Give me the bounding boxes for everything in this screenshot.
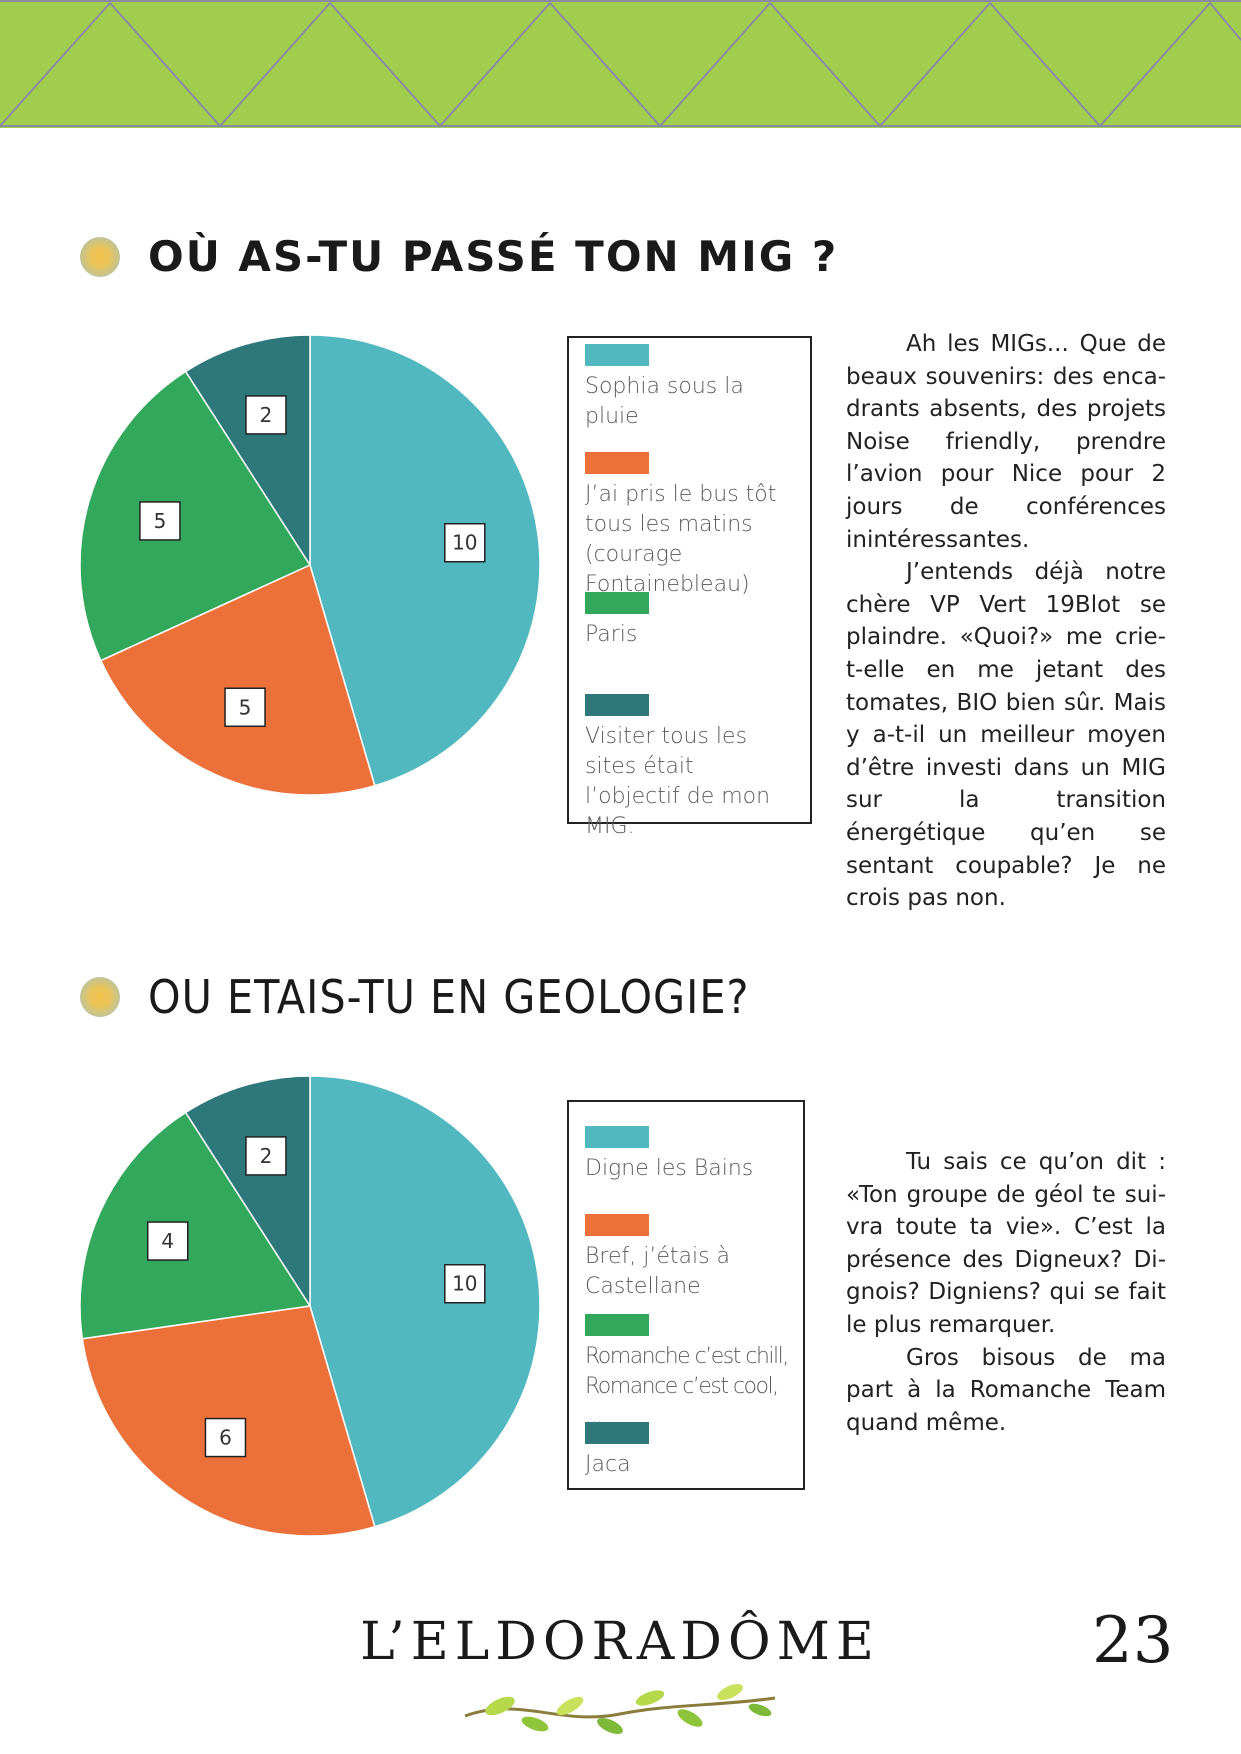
legend-item: Visiter tous les sites était l’objectif … [585,694,795,842]
data-label: 10 [444,522,486,563]
data-label: 6 [204,1417,247,1458]
svg-text:4: 4 [161,1229,174,1253]
svg-text:2: 2 [260,1144,273,1168]
legend-item: Sophia sous la pluie [585,344,795,432]
pie-slice [79,1111,312,1340]
svg-text:2: 2 [260,403,273,427]
data-label: 5 [224,687,266,728]
legend-label: Bref, j’étais à Castellane [585,1244,731,1299]
pie-slice [79,370,312,662]
svg-text:10: 10 [452,1272,477,1296]
legend-item: Digne les Bains [585,1126,795,1184]
svg-text:10: 10 [452,531,477,555]
pie-slice [184,334,311,568]
legend-swatch [585,1422,649,1444]
pie-slice [309,1075,541,1528]
data-label: 4 [146,1221,189,1261]
section2-text: Tu sais ce qu’on dit : «Ton groupe de gé… [846,1146,1166,1439]
data-label: 2 [245,1136,287,1176]
legend-label: Paris [585,622,638,647]
legend-item: Jaca [585,1422,795,1480]
bullet-icon [80,977,120,1017]
svg-text:5: 5 [154,509,167,533]
data-label: 2 [245,395,287,435]
page-number: 23 [1092,1604,1174,1678]
legend-swatch [585,1126,649,1148]
paragraph: Gros bisous de ma part à la Romanche Tea… [846,1344,1166,1436]
legend-label: Visiter tous les sites était l’objectif … [585,724,771,839]
section1-title: OÙ AS-TU PASSÉ TON MIG ? [148,232,839,281]
pie-slice [184,1075,311,1309]
paragraph: J’entends déjà notre chère VP Vert 19Blo… [846,559,1166,912]
legend-label: Romanche c’est chill, Romance c’est cool… [585,1344,789,1429]
vine-decoration-icon [464,1683,776,1735]
legend-swatch [585,1214,649,1236]
legend-label: Sophia sous la pluie [585,374,744,429]
pie-slice [99,563,376,796]
pie-slice [309,334,541,787]
bullet-icon [80,236,120,277]
legend-swatch [585,592,649,614]
section1-text: Ah les MIGs... Que de beaux souvenirs: d… [846,328,1166,915]
section2-heading: OU ETAIS-TU EN GEOLOGIE? [80,970,749,1024]
legend-geologie: Digne les Bains Bref, j’étais à Castella… [567,1100,805,1490]
section2-title: OU ETAIS-TU EN GEOLOGIE? [148,970,750,1024]
legend-item: Romanche c’est chill, Romance c’est cool… [585,1314,795,1432]
legend-item: Bref, j’étais à Castellane [585,1214,795,1302]
top-banner [0,0,1241,128]
data-label: 5 [139,501,181,541]
legend-swatch [585,452,649,474]
legend-item: Paris [585,592,795,650]
pie-chart-geologie: 10 6 4 2 [79,1075,541,1537]
data-label: 10 [444,1263,486,1304]
paragraph: Ah les MIGs... Que de beaux souvenirs: d… [846,331,1166,553]
legend-label: J’ai pris le bus tôt tous les matins (co… [585,482,777,597]
legend-label: Jaca [585,1452,631,1477]
legend-label: Digne les Bains [585,1156,754,1181]
paragraph: Tu sais ce qu’on dit : «Ton groupe de gé… [846,1149,1166,1338]
svg-text:6: 6 [219,1426,232,1450]
legend-swatch [585,1314,649,1336]
legend-swatch [585,694,649,716]
pie-chart-mig: 10 5 5 2 [79,334,541,796]
magazine-title: L’ELDORADÔME [360,1612,880,1672]
section1-heading: OÙ AS-TU PASSÉ TON MIG ? [80,232,838,281]
legend-item: J’ai pris le bus tôt tous les matins (co… [585,452,795,600]
svg-text:5: 5 [239,695,252,719]
legend-swatch [585,344,649,366]
legend-mig: Sophia sous la pluie J’ai pris le bus tô… [567,336,812,839]
